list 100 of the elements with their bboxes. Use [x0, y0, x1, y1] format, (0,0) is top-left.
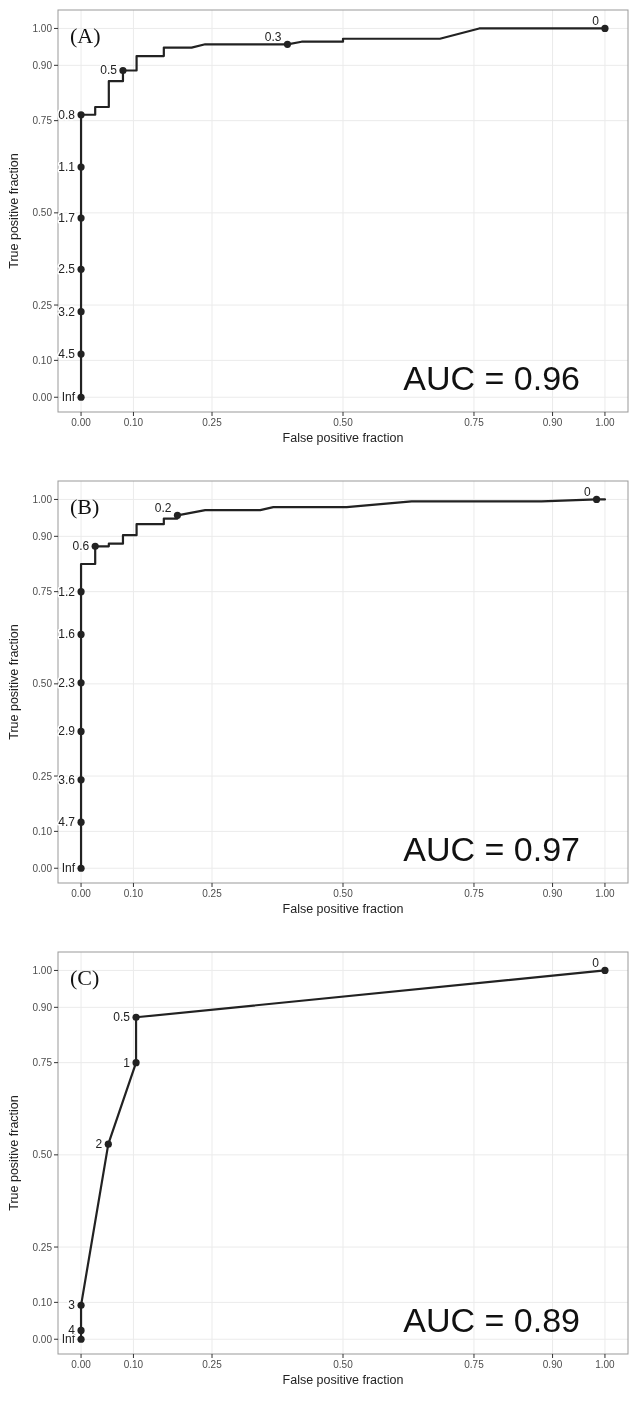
x-tick-label: 0.25 — [202, 417, 223, 428]
point — [77, 163, 85, 171]
y-tick-label: 0.25 — [32, 1241, 53, 1253]
annotation: AUC = 0.96 — [403, 359, 580, 397]
x-tick-label: 0.50 — [333, 417, 354, 428]
annotation: (B) — [70, 494, 100, 519]
y-tick-label: 0.75 — [32, 586, 53, 598]
x-tick-label: 0.25 — [202, 888, 223, 899]
point — [91, 542, 99, 550]
point — [77, 818, 85, 826]
annotation: 1.1 — [58, 160, 76, 175]
annotation: 0 — [592, 14, 600, 29]
point — [283, 40, 292, 48]
annotation: 0 — [592, 956, 600, 971]
annotation: 0.6 — [72, 539, 90, 554]
x-axis-title: False positive fraction — [282, 902, 404, 916]
point — [77, 111, 85, 119]
x-tick-label: 0.00 — [71, 888, 92, 899]
y-tick-label: 0.10 — [32, 354, 53, 366]
y-tick-label: 0.90 — [32, 1001, 53, 1013]
y-axis-title: True positive fraction — [7, 153, 21, 269]
point — [77, 588, 85, 596]
annotation: 0.2 — [154, 501, 172, 516]
annotation: 2.5 — [58, 262, 76, 277]
x-tick-label: 0.90 — [542, 417, 563, 428]
x-tick-label: 0.00 — [71, 417, 92, 428]
y-tick-label: 0.75 — [32, 1057, 53, 1069]
x-tick-label: 0.10 — [123, 417, 144, 428]
annotation: Inf — [61, 861, 76, 876]
y-tick-label: 0.90 — [32, 59, 53, 71]
point — [77, 393, 85, 401]
y-tick-label: 0.75 — [32, 115, 53, 127]
point — [77, 1335, 85, 1343]
y-axis-title: True positive fraction — [7, 624, 21, 740]
x-tick-label: 1.00 — [595, 417, 616, 428]
annotation: 3.6 — [58, 772, 76, 787]
annotation: 0.5 — [100, 63, 118, 78]
point — [592, 495, 601, 504]
y-tick-label: 0.25 — [32, 299, 53, 311]
point — [77, 308, 85, 316]
annotation: 0.3 — [264, 30, 282, 45]
annotation: AUC = 0.89 — [403, 1301, 580, 1339]
annotation: 2.3 — [58, 675, 76, 690]
point — [119, 66, 127, 75]
y-axis-title: True positive fraction — [7, 1095, 21, 1211]
annotation: 2 — [95, 1137, 103, 1152]
x-tick-label: 0.00 — [71, 1359, 92, 1370]
y-tick-label: 0.10 — [32, 1296, 53, 1308]
x-axis-title: False positive fraction — [282, 1373, 404, 1387]
x-tick-label: 0.25 — [202, 1359, 223, 1370]
annotation: 0.8 — [58, 107, 76, 122]
x-tick-label: 1.00 — [595, 1359, 616, 1370]
x-tick-label: 0.50 — [333, 888, 354, 899]
x-tick-label: 0.10 — [123, 1359, 144, 1370]
x-tick-label: 0.90 — [542, 888, 563, 899]
point — [104, 1140, 112, 1148]
y-tick-label: 0.50 — [32, 678, 53, 690]
annotation: 3 — [68, 1298, 76, 1313]
annotation: 1.6 — [58, 627, 76, 642]
annotation: 1 — [123, 1055, 131, 1070]
point — [77, 350, 85, 358]
y-tick-label: 0.50 — [32, 1149, 53, 1161]
point — [77, 1301, 85, 1309]
annotation: 2.9 — [58, 724, 76, 739]
x-tick-label: 0.50 — [333, 1359, 354, 1370]
point — [601, 24, 609, 33]
y-tick-label: 0.90 — [32, 530, 53, 542]
x-tick-label: 0.10 — [123, 888, 144, 899]
x-tick-label: 0.75 — [464, 1359, 485, 1370]
point — [77, 864, 85, 872]
x-tick-label: 1.00 — [595, 888, 616, 899]
y-tick-label: 0.10 — [32, 825, 53, 837]
y-tick-label: 0.00 — [32, 862, 53, 874]
point — [77, 776, 85, 784]
y-tick-label: 0.00 — [32, 391, 53, 403]
annotation: 0.5 — [113, 1010, 131, 1025]
y-tick-label: 0.00 — [32, 1333, 53, 1345]
point — [77, 265, 85, 273]
point — [77, 727, 85, 736]
point — [132, 1059, 140, 1067]
point — [77, 630, 85, 639]
point — [132, 1013, 140, 1021]
point — [77, 679, 85, 687]
annotation: 1.7 — [58, 211, 76, 226]
annotation: 3.2 — [58, 304, 76, 319]
x-axis-title: False positive fraction — [282, 431, 404, 445]
y-tick-label: 1.00 — [32, 22, 53, 34]
point — [77, 1326, 85, 1334]
annotation: 1.2 — [58, 584, 76, 599]
point — [601, 966, 609, 975]
annotation: 0 — [583, 485, 591, 500]
annotation: 4.7 — [58, 815, 76, 830]
annotation: 4.5 — [58, 347, 76, 362]
x-tick-label: 0.75 — [464, 888, 485, 899]
y-tick-label: 1.00 — [32, 964, 53, 976]
annotation: (A) — [70, 23, 101, 48]
y-tick-label: 0.50 — [32, 207, 53, 219]
y-tick-label: 1.00 — [32, 493, 53, 505]
point — [173, 511, 182, 519]
annotation: Inf — [61, 390, 76, 405]
